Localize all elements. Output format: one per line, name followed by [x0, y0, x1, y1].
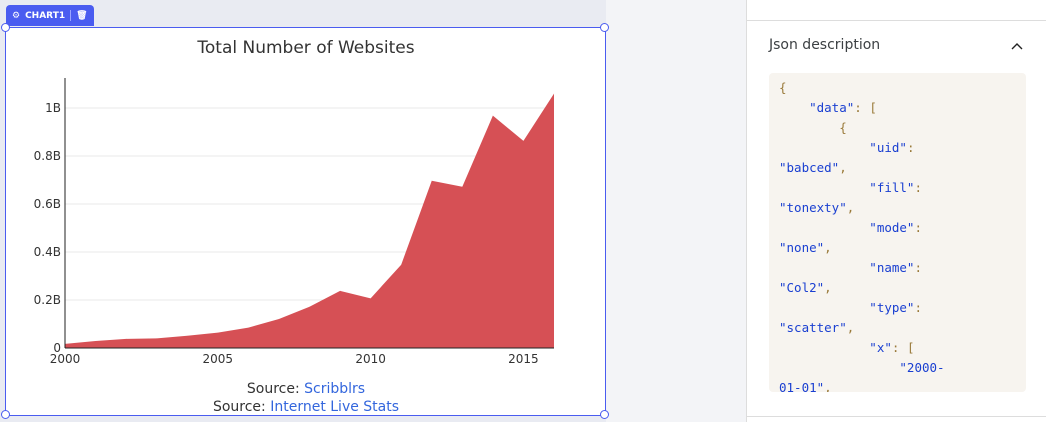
source-prefix: Source: [247, 381, 304, 397]
y-tick-label: 0.6B [34, 197, 61, 211]
area-series [65, 93, 554, 348]
code-token: : [914, 260, 922, 275]
x-tick-label: 2000 [50, 352, 81, 366]
divider [747, 20, 1046, 21]
code-token: "scatter" [779, 320, 847, 335]
source-link[interactable]: Internet Live Stats [270, 399, 399, 415]
source-annotation: Source: Scribblrs [247, 381, 365, 397]
code-token: : [914, 220, 922, 235]
code-token: , [824, 240, 832, 255]
code-token: , [846, 200, 855, 215]
source-prefix: Source: [213, 399, 270, 415]
resize-handle-bl[interactable] [1, 410, 10, 419]
code-token: "fill" [779, 180, 915, 195]
code-token: "x" [779, 340, 892, 355]
chevron-up-icon[interactable] [1009, 38, 1025, 54]
y-tick-label: 0.8B [34, 149, 61, 163]
code-token: , [846, 320, 855, 335]
x-tick-label: 2010 [355, 352, 386, 366]
code-token: : [914, 180, 922, 195]
code-token: , [839, 160, 847, 175]
code-token: "babced" [779, 160, 840, 175]
json-code-block[interactable]: { "data": [ { "uid": "babced", "fill": "… [769, 73, 1026, 392]
source-link[interactable]: Scribblrs [304, 381, 365, 397]
code-token: : [906, 140, 915, 155]
code-token: , [824, 280, 832, 295]
canvas-area: ⚙ CHART1 🗑 0 0.2B 0.4B 0.6B 0.8B 1B 2000 2005 20… [1, 5, 609, 419]
resize-handle-br[interactable] [600, 410, 609, 419]
panel-title: Json description [769, 37, 881, 53]
resize-handle-tr[interactable] [600, 23, 609, 32]
gear-icon[interactable]: ⚙ [12, 10, 21, 21]
chart-tag[interactable]: ⚙ CHART1 🗑 [6, 5, 94, 26]
code-token: "2000- [779, 360, 945, 375]
properties-panel: Json description { "data": [ { "uid": "b… [746, 0, 1046, 422]
chart-title: Total Number of Websites [196, 38, 414, 58]
trash-icon[interactable]: 🗑 [76, 10, 88, 21]
chart-tag-label: CHART1 [25, 10, 66, 21]
code-token: 01-01" [779, 380, 825, 392]
code-token: "data" [779, 100, 855, 115]
code-token: "name" [779, 260, 915, 275]
y-tick-label: 0.4B [34, 245, 61, 259]
code-token: { [779, 120, 847, 135]
code-token: : [914, 300, 922, 315]
code-token: "Col2" [779, 280, 825, 295]
code-token: : [ [891, 340, 915, 355]
x-tick-label: 2005 [203, 352, 234, 366]
y-tick-label: 1B [45, 101, 61, 115]
x-tick-label: 2015 [508, 352, 539, 366]
code-token: : [ [854, 100, 877, 115]
source-annotation: Source: Internet Live Stats [213, 399, 399, 415]
chart-container[interactable]: 0 0.2B 0.4B 0.6B 0.8B 1B 2000 2005 2010 2015 Total… [5, 27, 606, 416]
y-tick-label: 0 [53, 341, 61, 355]
code-token: "type" [779, 300, 915, 315]
code-token: { [779, 80, 787, 95]
divider [70, 10, 72, 21]
code-token: , [824, 380, 832, 392]
code-token: "tonexty" [779, 200, 847, 215]
json-code: { "data": [ { "uid": "babced", "fill": "… [769, 73, 1026, 392]
code-token: "none" [779, 240, 825, 255]
y-tick-label: 0.2B [34, 293, 61, 307]
code-token: "uid" [779, 140, 907, 155]
resize-handle-tl[interactable] [1, 23, 10, 32]
code-token: "mode" [779, 220, 915, 235]
chart: 0 0.2B 0.4B 0.6B 0.8B 1B 2000 2005 2010 2015 Total… [34, 38, 555, 415]
divider [747, 416, 1046, 417]
